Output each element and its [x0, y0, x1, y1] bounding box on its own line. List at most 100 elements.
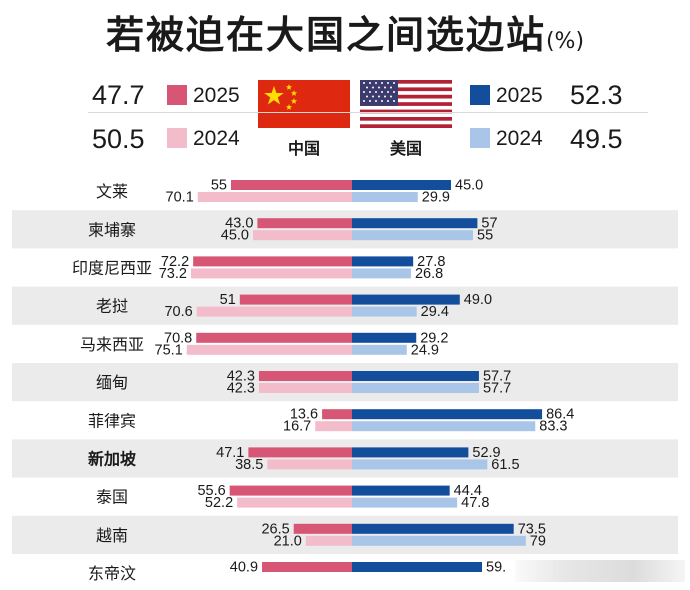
bar — [293, 523, 352, 534]
bar — [352, 344, 407, 355]
bar — [352, 497, 458, 508]
bar — [352, 562, 483, 572]
data-label: 79 — [530, 533, 546, 549]
bar — [352, 447, 469, 458]
bar — [322, 409, 352, 420]
bar — [197, 192, 352, 202]
bar — [352, 256, 414, 267]
data-label: 13.6 — [290, 407, 318, 423]
data-label: 75.1 — [155, 342, 183, 358]
bar — [196, 306, 352, 317]
row-stripe — [12, 210, 678, 249]
bar — [352, 332, 417, 343]
china-2024-year: 2024 — [193, 127, 240, 150]
data-label: 52.9 — [472, 445, 500, 461]
data-label: 44.4 — [454, 483, 482, 499]
china-2025-swatch — [167, 85, 187, 105]
bar — [237, 497, 352, 508]
data-label: 29.4 — [421, 304, 449, 320]
bar — [352, 306, 417, 317]
data-label: 70.1 — [166, 190, 194, 206]
data-label: 55 — [211, 178, 227, 194]
data-label: 21.0 — [274, 533, 302, 549]
row-stripe — [12, 515, 678, 554]
bar — [315, 421, 352, 432]
bar — [196, 332, 352, 343]
data-label: 52.2 — [205, 495, 233, 511]
data-label: 16.7 — [283, 419, 311, 435]
row-stripe — [12, 439, 678, 478]
data-label: 59. — [486, 560, 506, 576]
us-2025-year: 2025 — [496, 84, 543, 107]
country-label: 越南 — [96, 526, 128, 545]
bar — [352, 180, 451, 190]
data-label: 57 — [481, 216, 497, 232]
data-label: 47.1 — [216, 445, 244, 461]
data-label: 40.9 — [230, 560, 258, 576]
bar — [262, 562, 352, 572]
bar — [267, 459, 352, 470]
data-label: 73.5 — [518, 521, 546, 537]
bar — [352, 192, 418, 202]
row-stripe — [12, 363, 678, 402]
china-2024-total: 50.5 — [92, 124, 145, 154]
bar — [186, 344, 352, 355]
country-label: 柬埔寨 — [88, 220, 136, 239]
data-label: 70.6 — [164, 304, 192, 320]
bar — [352, 535, 526, 546]
country-label: 新加坡 — [88, 450, 137, 469]
country-label: 马来西亚 — [80, 335, 144, 354]
bar — [352, 294, 460, 305]
country-label: 缅甸 — [96, 373, 128, 392]
bar — [305, 535, 352, 546]
bar — [352, 268, 411, 279]
data-label: 26.8 — [415, 266, 443, 282]
title-text: 若被迫在大国之间选边站 — [105, 13, 546, 57]
us-flag-icon — [360, 80, 452, 128]
bar — [352, 230, 473, 241]
data-label: 55.6 — [197, 483, 225, 499]
china-label: 中国 — [287, 139, 320, 158]
bar — [248, 447, 352, 458]
bar — [352, 523, 514, 534]
row-stripe — [12, 286, 678, 325]
bar — [352, 485, 450, 496]
country-label: 东帝汶 — [88, 564, 136, 583]
header-divider — [88, 112, 648, 113]
chart-title: 若被迫在大国之间选边站(%) — [0, 4, 690, 59]
china-2024-swatch — [167, 128, 187, 148]
country-label: 菲律宾 — [88, 411, 136, 430]
bar — [239, 294, 352, 305]
data-label: 29.9 — [422, 190, 450, 206]
bar — [253, 230, 352, 241]
data-label: 45.0 — [221, 228, 249, 244]
us-2025-swatch — [470, 85, 490, 105]
data-label: 57.7 — [483, 369, 511, 385]
data-label: 45.0 — [455, 178, 483, 194]
bar — [231, 180, 352, 190]
bar — [258, 371, 352, 381]
data-label: 49.0 — [464, 292, 492, 308]
data-label: 26.5 — [261, 521, 289, 537]
data-label: 73.2 — [159, 266, 187, 282]
country-label: 文莱 — [96, 182, 128, 201]
bar — [258, 383, 352, 393]
us-2024-total: 49.5 — [570, 124, 623, 154]
bar — [352, 371, 479, 381]
data-label: 51 — [220, 292, 236, 308]
data-label: 43.0 — [225, 216, 253, 232]
us-2025-total: 52.3 — [570, 80, 623, 110]
watermark-blur — [515, 560, 685, 582]
bar — [352, 383, 479, 393]
data-label: 42.3 — [227, 381, 255, 397]
bar — [352, 459, 488, 470]
data-label: 38.5 — [235, 457, 263, 473]
data-label: 27.8 — [417, 254, 445, 270]
bar — [352, 409, 543, 420]
country-label: 泰国 — [96, 488, 128, 507]
china-2025-total: 47.7 — [92, 80, 145, 110]
title-unit: (%) — [545, 29, 585, 54]
us-2024-year: 2024 — [496, 127, 543, 150]
data-label: 86.4 — [546, 407, 574, 423]
